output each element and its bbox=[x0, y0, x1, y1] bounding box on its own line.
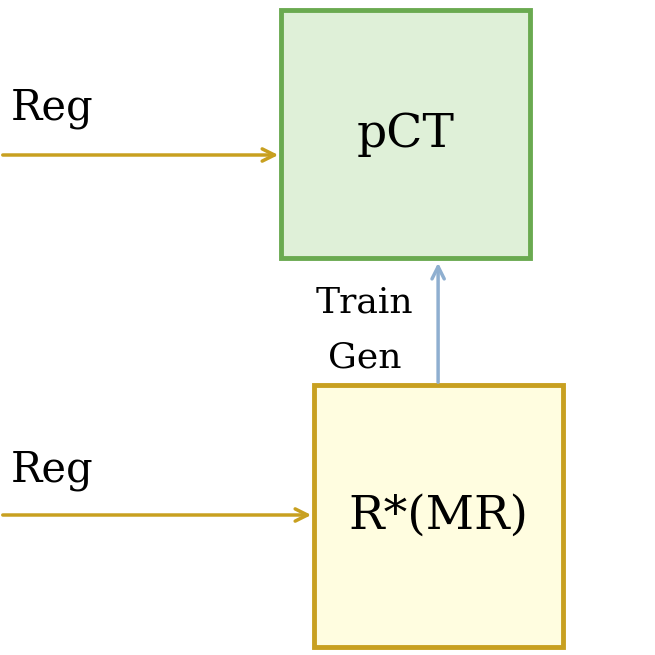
Text: Train
Gen: Train Gen bbox=[316, 285, 413, 375]
Bar bbox=[314, 385, 563, 647]
Text: Reg: Reg bbox=[10, 449, 93, 491]
Bar bbox=[281, 10, 530, 258]
Text: R*(MR): R*(MR) bbox=[348, 493, 528, 538]
Text: Reg: Reg bbox=[10, 87, 93, 129]
Text: pCT: pCT bbox=[356, 111, 454, 157]
